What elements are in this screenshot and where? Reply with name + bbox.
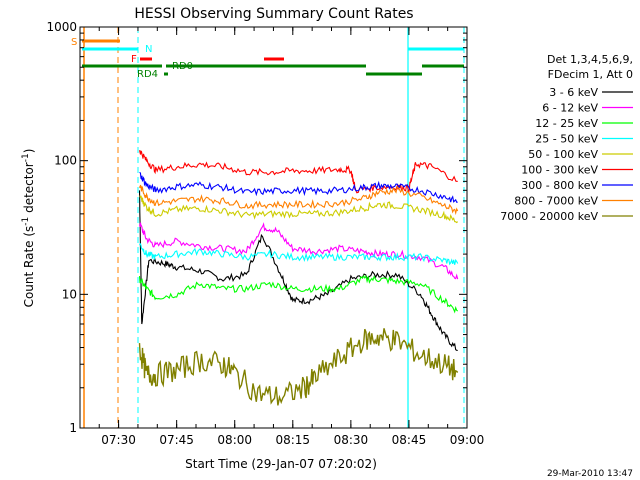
legend-label: 300 - 800 keV	[521, 179, 598, 192]
legend-label: 100 - 300 keV	[521, 164, 598, 177]
x-tick-label: 09:00	[450, 433, 485, 447]
y-axis-label-exp2: -1	[21, 153, 31, 162]
legend-label: 12 - 25 keV	[535, 117, 598, 130]
series-line-800-7000-kev	[138, 184, 459, 216]
y-axis-label-mid: detector	[22, 162, 36, 217]
legend-label: 6 - 12 keV	[542, 102, 598, 115]
legend-label: 50 - 100 keV	[528, 148, 598, 161]
y-axis-label-end: )	[22, 149, 36, 154]
x-tick-label: 07:45	[159, 433, 194, 447]
y-axis-ticks: 1 10 100 1000	[46, 20, 467, 435]
y-tick-label: 100	[54, 154, 77, 168]
legend-header-line-1: Det 1,3,4,5,6,9,	[547, 53, 633, 66]
y-tick-label: 1000	[46, 20, 77, 34]
y-axis-label-exp1: -1	[21, 217, 31, 226]
legend-label: 7000 - 20000 keV	[500, 210, 598, 223]
legend-label: 800 - 7000 keV	[514, 195, 598, 208]
x-tick-label: 07:30	[101, 433, 136, 447]
series-line-300-800-kev	[139, 171, 458, 203]
series-line-6-12-kev	[138, 222, 459, 280]
legend-label: 3 - 6 keV	[549, 86, 598, 99]
legend: Det 1,3,4,5,6,9, FDecim 1, Att 0 3 - 6 k…	[500, 53, 633, 223]
flag-label-rd0: RD0	[172, 61, 193, 72]
timestamp: 29-Mar-2010 13:47	[547, 469, 633, 479]
flag-label-s: S	[71, 37, 77, 48]
y-axis-label: Count Rate (s-1 detector-1)	[21, 149, 36, 308]
background-markers	[83, 27, 465, 428]
y-tick-label: 1	[69, 421, 77, 435]
series-layer	[138, 150, 459, 406]
series-line-3-6-kev	[138, 190, 458, 352]
series-line-100-300-kev	[138, 150, 458, 194]
flag-label-n: N	[145, 44, 152, 55]
legend-header-line-2: FDecim 1, Att 0	[548, 68, 633, 81]
series-line-25-50-kev	[138, 243, 459, 266]
flag-label-f: F	[131, 54, 137, 65]
x-tick-label: 08:15	[275, 433, 310, 447]
flag-label-rd4: RD4	[137, 69, 158, 80]
observing-flags: S N F RD0 RD4	[71, 37, 464, 80]
x-tick-label: 08:30	[334, 433, 369, 447]
y-axis-label-base: Count Rate (s	[22, 226, 36, 308]
x-axis-ticks: 07:30 07:45 08:00 08:15 08:30 08:45 09:00	[98, 27, 485, 447]
series-line-12-25-kev	[138, 274, 459, 314]
legend-label: 25 - 50 keV	[535, 133, 598, 146]
series-line-7000-20000-kev	[138, 328, 459, 406]
y-tick-label: 10	[62, 287, 77, 301]
series-line-50-100-kev	[139, 195, 459, 224]
x-tick-label: 08:45	[392, 433, 427, 447]
x-axis-label: Start Time (29-Jan-07 07:20:02)	[185, 457, 377, 471]
chart-title: HESSI Observing Summary Count Rates	[134, 6, 413, 22]
x-tick-label: 08:00	[217, 433, 252, 447]
